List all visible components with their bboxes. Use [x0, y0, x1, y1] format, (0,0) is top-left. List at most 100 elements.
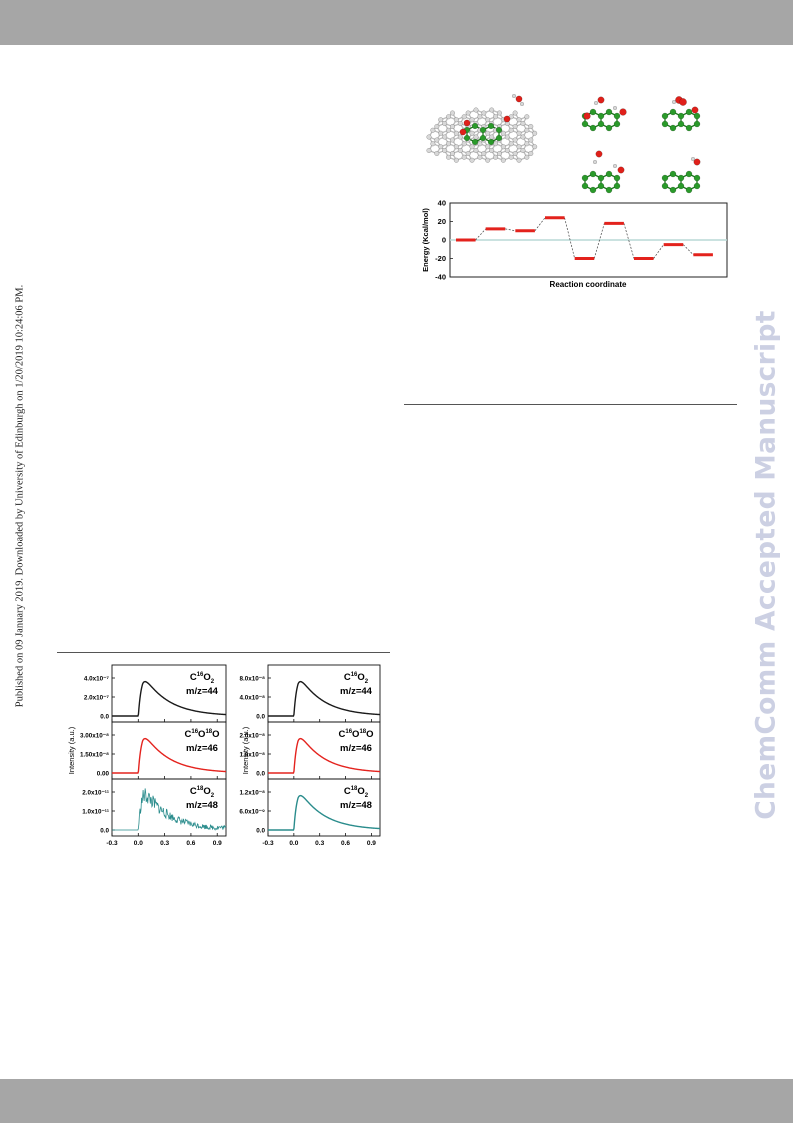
hydrogen-atom [519, 101, 525, 107]
hydrogen-atom [671, 99, 677, 105]
oxygen-atom [617, 166, 625, 174]
carbon-atom [597, 174, 605, 182]
divider-left [57, 652, 390, 653]
energy-y-tick-label: 0 [442, 236, 446, 245]
graphene-atom [477, 141, 483, 147]
ms-y-tick-label: 2.0x10⁻⁸ [239, 733, 265, 740]
ms-species-label: C16O2 [344, 672, 369, 685]
ms-y-tick-label: 0.0 [256, 771, 265, 778]
carbon-atom [613, 182, 621, 190]
graphene-atom [473, 134, 479, 140]
graphene-atom [461, 141, 467, 147]
carbon-atom [487, 122, 495, 130]
carbon-atom [613, 120, 621, 128]
ms-y-tick-label: 0.0 [256, 828, 265, 835]
oxygen-atom [459, 128, 467, 136]
carbon-atom [597, 182, 605, 190]
ms-y-tick-label: 6.0x10⁻⁹ [239, 809, 265, 816]
graphene-atom [520, 120, 526, 127]
ms-panel: 3.00x10⁻⁸ 1.50x10⁻⁸ 0.00 C16O18O m/z=46 [80, 721, 227, 780]
oxygen-atom [691, 106, 699, 114]
graphene-atom [453, 117, 459, 123]
graphene-atom [434, 150, 440, 157]
ms-species-label: C16O18O [338, 729, 373, 740]
energy-connector [593, 223, 605, 259]
ms-y-tick-label: 2.0x10⁻¹¹ [82, 790, 109, 797]
oxygen-atom [583, 112, 591, 120]
ms-species-label: C16O2 [190, 672, 215, 685]
oxygen-atom [693, 158, 701, 166]
graphene-atom [524, 154, 530, 160]
carbon-atom [597, 120, 605, 128]
publication-note: Published on 09 January 2019. Downloaded… [12, 276, 28, 716]
oxygen-atom [503, 115, 511, 123]
carbon-atom [581, 174, 589, 182]
graphene-atom [461, 154, 467, 160]
carbon-atom [605, 108, 613, 116]
carbon-atom [581, 182, 589, 190]
ms-y-tick-label: 1.2x10⁻⁸ [239, 790, 265, 797]
energy-y-tick-label: -20 [435, 254, 446, 263]
carbon-atom [693, 174, 701, 182]
ms-x-tick-label: -0.3 [106, 840, 118, 847]
graphene-atom [516, 144, 522, 150]
accepted-manuscript-watermark: ChemComm Accepted Manuscript [744, 300, 793, 830]
hydrogen-atom [612, 105, 618, 111]
graphene-atom [492, 114, 499, 120]
carbon-atom [693, 120, 701, 128]
graphene-atom [449, 137, 456, 143]
hydrogen-atom [690, 156, 696, 162]
graphene-atom [445, 141, 452, 147]
ms-x-tick-label: -0.3 [262, 840, 274, 847]
graphene-atom [485, 144, 491, 150]
publication-note-text: Published on 09 January 2019. Downloaded… [14, 284, 26, 708]
graphene-atom [508, 141, 514, 147]
hydrogen-atom [592, 159, 598, 165]
graphene-atom [481, 110, 487, 116]
ms-y-tick-label: 4.0x10⁻⁸ [239, 695, 265, 702]
carbon-atom [669, 108, 677, 116]
graphene-atom [528, 137, 534, 143]
graphene-atom [496, 150, 503, 157]
graphene-atom [516, 130, 522, 136]
energy-connector [505, 228, 516, 232]
energy-y-axis-label: Energy (Kcal/mol) [421, 208, 430, 272]
carbon-atom [677, 120, 685, 128]
oxygen-atom [597, 96, 605, 104]
graphene-atom [461, 114, 467, 120]
ms-species-label: C18O2 [344, 786, 369, 799]
carbon-atom [471, 138, 479, 146]
intensity-axis-label: Intensity (a.u.) [67, 726, 76, 774]
carbon-atom [589, 170, 597, 178]
carbon-atom [487, 138, 495, 146]
carbon-atom [605, 170, 613, 178]
graphene-atom [500, 144, 506, 150]
graphene-atom [449, 150, 456, 157]
energy-x-axis-label: Reaction coordinate [550, 280, 627, 289]
ms-species-label: C16O18O [184, 729, 219, 740]
graphene-atom [438, 130, 444, 136]
atoms [426, 93, 701, 194]
graphene-atom [485, 157, 491, 163]
hydrogen-atom [511, 93, 517, 99]
graphene-atom [492, 154, 499, 160]
oxygen-atom [515, 95, 523, 103]
carbon-atom [669, 124, 677, 132]
graphene-atom [469, 157, 475, 163]
ms-x-tick-label: 0.0 [289, 840, 298, 847]
footer-bar [0, 1079, 793, 1123]
graphene-atom [532, 130, 538, 136]
graphene-atom [473, 147, 479, 154]
carbon-atom [589, 186, 597, 194]
graphene-atom [512, 110, 518, 116]
hydrogen-atom [612, 163, 618, 169]
carbon-atom [661, 182, 669, 190]
ms-species-label: C18O2 [190, 786, 215, 799]
graphene-atom [449, 123, 456, 130]
ms-trace [268, 680, 381, 717]
graphene-atom [500, 157, 506, 163]
oxygen-atom [595, 150, 603, 158]
carbon-atom [661, 112, 669, 120]
